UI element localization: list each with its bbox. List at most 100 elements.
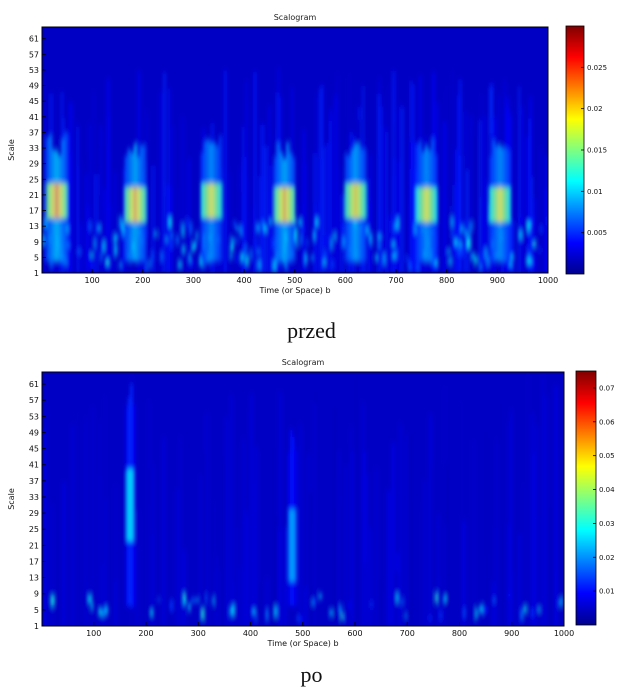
heatmap-cell xyxy=(97,224,100,232)
heatmap-cell xyxy=(323,259,326,266)
y-tick-label: 29 xyxy=(29,509,39,518)
heatmap-cell xyxy=(245,102,249,273)
heatmap-blur-layer xyxy=(42,372,564,626)
y-tick-label: 57 xyxy=(29,50,39,59)
burst-3 xyxy=(273,142,296,262)
heatmap-cell xyxy=(51,595,55,606)
heatmap-cell xyxy=(182,118,187,273)
heatmap-cell xyxy=(132,468,135,542)
heatmap-cell xyxy=(492,187,496,223)
heatmap-cell xyxy=(339,604,342,614)
heatmap-cell xyxy=(229,172,231,273)
heatmap-cell xyxy=(125,468,129,542)
heatmap-cell xyxy=(200,183,204,219)
heatmap-cell xyxy=(342,236,345,248)
heatmap-cell xyxy=(484,247,488,260)
heatmap-cell xyxy=(457,243,461,256)
heatmap-cell xyxy=(538,607,541,612)
heatmap-cell xyxy=(534,426,538,626)
heatmap-cell xyxy=(404,434,408,626)
heatmap-cell xyxy=(280,187,283,223)
scalogram-chart-1: Scalogram 100 200 300 400 500 600 700 800 900 1000… xyxy=(7,358,615,648)
heatmap-cell xyxy=(118,224,122,230)
heatmap-cell xyxy=(231,604,235,616)
heatmap-cell xyxy=(219,372,221,626)
y-tick-label: 13 xyxy=(29,574,39,583)
x-tick-label: 700 xyxy=(400,629,415,638)
heatmap-cell xyxy=(182,246,185,253)
heatmap-cell xyxy=(223,70,228,273)
heatmap-cell xyxy=(447,249,450,254)
heatmap-cell xyxy=(61,482,66,626)
heatmap-cell xyxy=(310,255,314,261)
heatmap-cell xyxy=(94,238,96,249)
colorbar: 0.005 0.01 0.015 0.02 0.025 xyxy=(565,25,607,275)
heatmap-cell xyxy=(114,581,117,626)
heatmap-cell xyxy=(175,235,179,244)
colorbar-tick-label: 0.02 xyxy=(587,105,603,113)
heatmap-cell xyxy=(248,410,253,626)
heatmap-cell xyxy=(516,114,520,273)
heatmap-cell xyxy=(435,102,440,273)
heatmap-cell xyxy=(216,568,220,626)
heatmap-cell xyxy=(196,231,198,240)
heatmap-cell xyxy=(450,70,455,273)
x-tick-label: 100 xyxy=(85,276,100,285)
heatmap-cell xyxy=(458,232,461,238)
heatmap-cell xyxy=(90,603,93,610)
colorbar-tick-label: 0.06 xyxy=(599,418,615,426)
heatmap-cell xyxy=(368,527,373,626)
y-tick-label: 45 xyxy=(29,97,39,106)
heatmap-cell xyxy=(391,443,396,626)
heatmap-cell xyxy=(88,221,92,232)
heatmap-cell xyxy=(103,396,108,626)
heatmap-cell xyxy=(460,225,463,232)
heatmap-cell xyxy=(482,116,487,273)
heatmap-cell xyxy=(468,125,472,273)
heatmap-cell xyxy=(294,217,298,273)
heatmap-cell xyxy=(529,258,532,265)
y-tick-label: 25 xyxy=(29,175,39,184)
x-axis-label: Time (or Space) b xyxy=(258,286,330,295)
heatmap-cell xyxy=(90,252,93,257)
heatmap-cell xyxy=(395,230,399,236)
heatmap-cell xyxy=(396,593,399,603)
heatmap-cell xyxy=(274,605,278,618)
heatmap-cell xyxy=(348,601,351,609)
heatmap-cell xyxy=(333,232,336,241)
heatmap-cell xyxy=(119,262,122,269)
heatmap-cell xyxy=(313,393,318,626)
heatmap-cell xyxy=(463,607,466,618)
y-tick-label: 21 xyxy=(29,541,39,550)
chart-title: Scalogram xyxy=(274,13,317,22)
heatmap-cell xyxy=(377,94,381,273)
heatmap-cell xyxy=(199,475,202,626)
heatmap-cell xyxy=(454,149,459,273)
heatmap-cell xyxy=(76,126,79,273)
heatmap-cell xyxy=(102,240,105,252)
heatmap-cell xyxy=(121,221,124,231)
heatmap-cell xyxy=(257,249,260,255)
heatmap-cell xyxy=(273,259,276,272)
heatmap-cell xyxy=(250,609,254,615)
y-tick-label: 9 xyxy=(34,238,39,247)
heatmap-cell xyxy=(327,526,330,626)
heatmap-cell xyxy=(110,203,113,273)
heatmap-cell xyxy=(252,481,257,626)
heatmap-cell xyxy=(191,597,195,604)
scalogram-chart-0: Scalogram 100 200 300 400 500 600 700 800 900 1000… xyxy=(7,13,607,295)
heatmap-cell xyxy=(176,187,180,273)
caption-przed: przed xyxy=(287,318,336,343)
heatmap-cell xyxy=(338,607,341,613)
heatmap-cell xyxy=(106,78,110,273)
heatmap-cell xyxy=(233,445,237,626)
heatmap-cell xyxy=(323,250,326,260)
heatmap-cell xyxy=(241,126,245,273)
colorbar-tick-label: 0.015 xyxy=(587,147,607,155)
heatmap-cell xyxy=(229,607,233,617)
heatmap-cell xyxy=(323,147,326,273)
heatmap-blur-layer xyxy=(42,68,548,273)
heatmap-cell xyxy=(374,468,378,626)
heatmap-cell xyxy=(282,259,285,265)
heatmap-cell xyxy=(257,259,261,271)
